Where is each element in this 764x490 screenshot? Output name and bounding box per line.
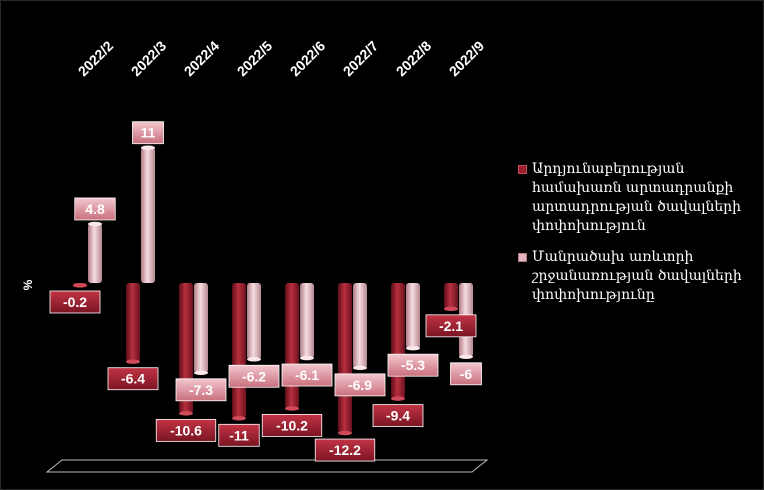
bar-cap [285, 406, 299, 411]
x-tick-label: 2022/8 [393, 38, 435, 80]
legend: Արդյունաբերության համախառն արտադրանքի ար… [518, 160, 758, 317]
bar [338, 283, 352, 434]
data-label-box [425, 314, 477, 338]
data-label: -11 [229, 427, 249, 443]
bar-cap [391, 396, 405, 401]
data-label-box [261, 414, 323, 437]
x-tick-label: 2022/7 [340, 38, 382, 80]
data-label: -10.2 [276, 417, 308, 433]
data-label: -6.1 [295, 367, 319, 383]
data-label-box [450, 362, 482, 386]
bar-cap [300, 355, 314, 361]
legend-label-industry: Արդյունաբերության համախառն արտադրանքի ար… [532, 161, 742, 234]
data-label: -6.2 [242, 368, 266, 384]
data-label: -5.3 [401, 357, 425, 373]
bar-cap [194, 370, 208, 375]
bar-cap [247, 357, 261, 362]
chart-floor [45, 459, 489, 473]
bar [391, 283, 405, 399]
bar [444, 283, 458, 309]
bar-cap [141, 145, 155, 150]
bar [232, 283, 246, 419]
data-label-box [228, 364, 280, 388]
bar-cap [179, 411, 193, 416]
bar [194, 283, 208, 373]
bar-cap [338, 430, 352, 436]
data-label: -6 [460, 366, 473, 382]
data-label-box [314, 438, 376, 462]
data-label-box [387, 353, 439, 377]
data-label: -2.1 [439, 318, 463, 334]
y-axis-label: % [21, 279, 35, 290]
legend-swatch-industry [518, 165, 527, 174]
data-label: -0.2 [63, 294, 87, 310]
x-tick-label: 2022/2 [75, 38, 117, 80]
data-label: -7.3 [189, 382, 213, 398]
legend-item-industry: Արդյունաբերության համախառն արտադրանքի ար… [518, 160, 758, 236]
data-label-box [334, 373, 386, 397]
data-label: -12.2 [329, 442, 361, 458]
x-tick-label: 2022/5 [234, 38, 276, 80]
data-label-box [155, 418, 217, 442]
bar [247, 283, 261, 360]
bar-cap [126, 359, 140, 364]
data-label-box [49, 290, 101, 314]
data-label: 4.8 [85, 201, 105, 217]
data-label-box [281, 363, 333, 387]
bar [285, 283, 299, 409]
data-label-box [175, 378, 227, 402]
legend-swatch-retail [518, 253, 527, 262]
data-label-box [74, 197, 116, 221]
bar-cap [406, 345, 420, 351]
bar-cap [232, 416, 246, 421]
bar-cap [459, 354, 473, 359]
data-label-box [132, 121, 164, 145]
data-label-box [107, 367, 159, 391]
x-tick-label: 2022/9 [446, 38, 488, 80]
legend-label-retail: Մանրածախ առևտրի շրջանառության ծավալների … [532, 249, 742, 303]
legend-item-retail: Մանրածախ առևտրի շրջանառության ծավալների … [518, 248, 758, 305]
bar-cap [88, 221, 102, 227]
data-label: -10.6 [170, 422, 202, 438]
bar-cap [353, 365, 367, 371]
bar-cap [73, 283, 87, 288]
x-tick-label: 2022/6 [287, 38, 329, 80]
bar-cap [444, 306, 458, 312]
bar [406, 283, 420, 349]
bar [141, 147, 155, 283]
data-label-box [218, 423, 260, 447]
bar [88, 223, 102, 283]
bar [353, 283, 367, 368]
bar [300, 283, 314, 359]
data-label: -6.9 [348, 377, 372, 393]
data-label-box [372, 404, 424, 428]
data-label: 11 [141, 125, 156, 141]
bar [126, 283, 140, 362]
x-tick-label: 2022/4 [181, 38, 223, 80]
data-label: -6.4 [121, 371, 145, 387]
data-label: -9.4 [386, 408, 410, 424]
x-tick-label: 2022/3 [128, 38, 170, 80]
